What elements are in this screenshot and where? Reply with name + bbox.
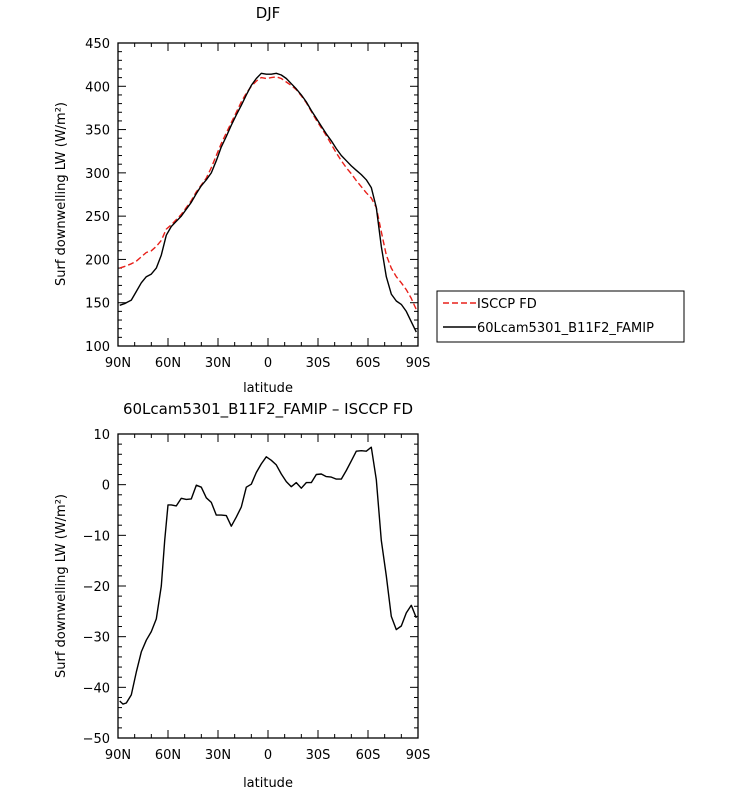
legend-label-model: 60Lcam5301_B11F2_FAMIP bbox=[477, 321, 654, 336]
chart-djf: DJF 90N 60N 30N 0 30S 60S 90S 100 150 200 250 300 35… bbox=[54, 4, 685, 396]
x-tick-label: 60S bbox=[356, 356, 381, 371]
legend-box bbox=[436, 290, 685, 343]
y-tick-label: 0 bbox=[102, 479, 110, 494]
plot-marks: 90N 60N 30N 0 30S 60S 90S −50 −40 −30 −20 −10 0 10 bbox=[83, 428, 431, 763]
y-tick-label: −10 bbox=[83, 529, 110, 544]
y-tick-label: 150 bbox=[85, 297, 110, 312]
chart-difference: 60Lcam5301_B11F2_FAMIP – ISCCP FD 90N 60N… bbox=[54, 400, 430, 791]
x-tick-label: 30S bbox=[306, 748, 331, 763]
plot-frame bbox=[117, 433, 419, 739]
y-tick-label: 400 bbox=[85, 80, 110, 95]
y-tick-label: −40 bbox=[83, 681, 110, 696]
y-tick-label: 10 bbox=[93, 428, 110, 443]
x-tick-label: 90S bbox=[406, 748, 431, 763]
chart-title: 60Lcam5301_B11F2_FAMIP – ISCCP FD bbox=[123, 400, 413, 419]
x-tick-label: 30S bbox=[306, 356, 331, 371]
x-tick-label: 90N bbox=[105, 356, 131, 371]
series-line-60lcam5301-b11f2-famip bbox=[119, 72, 417, 333]
x-tick-label: 60N bbox=[155, 356, 181, 371]
x-tick-label: 60S bbox=[356, 748, 381, 763]
x-tick-label: 0 bbox=[264, 356, 272, 371]
x-axis-label: latitude bbox=[243, 776, 293, 791]
y-tick-label: −20 bbox=[83, 580, 110, 595]
y-axis-label: Surf downwelling LW (W/m²) bbox=[54, 102, 69, 286]
x-tick-label: 30N bbox=[205, 356, 231, 371]
x-axis-label: latitude bbox=[243, 381, 293, 396]
y-axis-label: Surf downwelling LW (W/m²) bbox=[54, 494, 69, 678]
y-tick-label: 350 bbox=[85, 124, 110, 139]
chart-title: DJF bbox=[256, 4, 281, 22]
y-tick-label: −50 bbox=[83, 732, 110, 747]
y-tick-label: 300 bbox=[85, 167, 110, 182]
legend-label-isccp: ISCCP FD bbox=[477, 297, 537, 312]
x-tick-label: 60N bbox=[155, 748, 181, 763]
plot-marks: 90N 60N 30N 0 30S 60S 90S 100 150 200 250 300 350 400… bbox=[85, 37, 430, 371]
y-tick-label: 200 bbox=[85, 253, 110, 268]
x-tick-label: 90N bbox=[105, 748, 131, 763]
legend: ISCCP FD 60Lcam5301_B11F2_FAMIP bbox=[436, 290, 685, 343]
x-tick-label: 30N bbox=[205, 748, 231, 763]
x-tick-label: 90S bbox=[406, 356, 431, 371]
y-tick-label: 250 bbox=[85, 210, 110, 225]
y-tick-label: −30 bbox=[83, 631, 110, 646]
y-tick-label: 450 bbox=[85, 37, 110, 52]
series-line-isccp-fd bbox=[119, 76, 417, 310]
y-tick-label: 100 bbox=[85, 340, 110, 355]
series-line-difference bbox=[119, 446, 417, 705]
x-tick-label: 0 bbox=[264, 748, 272, 763]
